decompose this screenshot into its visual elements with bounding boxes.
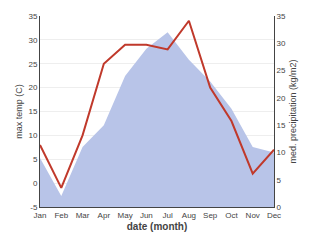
svg-text:10: 10 [277, 148, 286, 157]
svg-text:0: 0 [33, 179, 38, 188]
svg-text:20: 20 [28, 83, 37, 92]
svg-text:max temp (C): max temp (C) [14, 84, 24, 139]
svg-text:date (month): date (month) [127, 221, 188, 232]
svg-text:5: 5 [277, 176, 282, 185]
svg-text:med. precipitation (kg/m2): med. precipitation (kg/m2) [288, 59, 298, 163]
svg-text:Oct: Oct [225, 211, 238, 220]
svg-text:Jan: Jan [34, 211, 47, 220]
svg-text:15: 15 [277, 121, 286, 130]
svg-text:May: May [118, 211, 133, 220]
svg-text:Aug: Aug [182, 211, 196, 220]
svg-text:30: 30 [28, 36, 37, 45]
svg-text:25: 25 [28, 60, 37, 69]
svg-text:Feb: Feb [54, 211, 68, 220]
svg-text:Jul: Jul [163, 211, 173, 220]
svg-text:25: 25 [277, 66, 286, 75]
svg-text:20: 20 [277, 94, 286, 103]
svg-text:Sep: Sep [203, 211, 218, 220]
svg-text:Dec: Dec [267, 211, 281, 220]
svg-text:30: 30 [277, 39, 286, 48]
svg-text:5: 5 [33, 155, 38, 164]
svg-text:10: 10 [28, 131, 37, 140]
svg-text:-5: -5 [30, 203, 38, 212]
svg-text:Mar: Mar [76, 211, 90, 220]
svg-text:35: 35 [28, 12, 37, 21]
svg-text:35: 35 [277, 12, 286, 21]
svg-text:Jun: Jun [140, 211, 153, 220]
svg-text:Apr: Apr [98, 211, 111, 220]
svg-text:Nov: Nov [246, 211, 260, 220]
svg-text:15: 15 [28, 107, 37, 116]
svg-text:0: 0 [277, 203, 282, 212]
